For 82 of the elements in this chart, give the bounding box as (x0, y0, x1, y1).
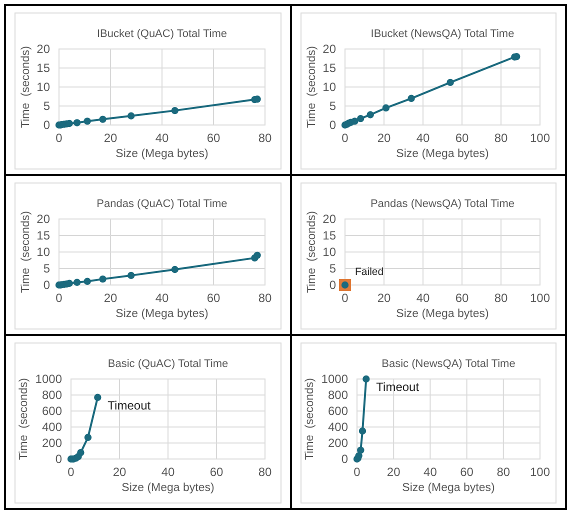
y-tick-label: 200 (42, 436, 62, 450)
x-tick-label: 20 (104, 131, 118, 145)
y-tick-label: 0 (329, 278, 336, 292)
y-tick-label: 1000 (35, 372, 62, 386)
x-axis-title: Size (Mega bytes) (122, 482, 214, 494)
x-tick-label: 20 (377, 131, 391, 145)
x-tick-label: 80 (494, 291, 508, 305)
x-tick-label: 40 (155, 131, 169, 145)
x-tick-label: 100 (530, 291, 550, 305)
y-tick-label: 5 (329, 262, 336, 276)
x-tick-label: 80 (494, 131, 508, 145)
y-axis-title: Time (seconds) (20, 46, 32, 128)
y-tick-label: 400 (42, 420, 62, 434)
y-axis-title: Time (seconds) (20, 210, 32, 294)
x-tick-label: 80 (258, 465, 272, 479)
y-axis-title: Time (seconds) (18, 378, 30, 460)
x-axis-title: Size (Mega bytes) (396, 308, 489, 320)
y-tick-label: 10 (36, 245, 50, 260)
x-axis-title: Size (Mega bytes) (396, 148, 489, 160)
x-tick-label: 80 (496, 465, 510, 479)
y-axis-title: Time (seconds) (306, 210, 318, 294)
x-tick-label: 100 (530, 131, 550, 145)
y-tick-label: 20 (322, 42, 336, 56)
x-tick-label: 60 (460, 465, 474, 479)
x-tick-label: 60 (206, 131, 220, 145)
y-tick-label: 5 (43, 99, 50, 114)
x-tick-label: 40 (416, 291, 430, 305)
y-tick-label: 0 (43, 118, 50, 132)
annotation: Timeout (108, 398, 152, 412)
y-tick-label: 15 (322, 61, 336, 76)
y-tick-label: 0 (329, 118, 336, 132)
y-tick-label: 0 (55, 452, 62, 466)
x-tick-label: 100 (530, 465, 550, 479)
y-tick-label: 20 (322, 212, 336, 226)
x-tick-label: 20 (377, 291, 391, 305)
y-tick-label: 20 (36, 42, 50, 56)
y-tick-label: 15 (36, 228, 50, 243)
x-tick-label: 20 (386, 465, 401, 479)
y-tick-label: 10 (36, 80, 50, 94)
x-tick-label: 20 (104, 291, 118, 305)
x-tick-label: 60 (455, 291, 469, 305)
chart-title: IBucket (NewsQA) Total Time (370, 28, 514, 40)
chart-title: IBucket (QuAC) Total Time (96, 28, 228, 40)
x-tick-label: 20 (112, 465, 126, 479)
y-tick-label: 1000 (321, 372, 348, 386)
y-tick-label: 0 (43, 278, 50, 292)
y-tick-label: 15 (36, 61, 50, 76)
y-tick-label: 800 (42, 388, 62, 402)
y-tick-label: 800 (328, 388, 348, 402)
x-axis-title: Size (Mega bytes) (402, 482, 495, 494)
x-tick-label: 60 (210, 465, 224, 479)
y-axis-title: Time (seconds) (306, 46, 318, 128)
chart-title: Pandas (QuAC) Total Time (96, 198, 228, 210)
x-tick-label: 80 (258, 131, 272, 145)
x-tick-label: 0 (68, 465, 75, 479)
y-tick-label: 10 (322, 245, 336, 260)
y-tick-label: 400 (328, 420, 348, 434)
y-tick-label: 600 (42, 404, 62, 418)
x-tick-label: 80 (258, 291, 272, 305)
chart-title: Basic (NewsQA) Total Time (382, 358, 516, 370)
y-tick-label: 0 (341, 452, 348, 466)
y-tick-label: 600 (328, 404, 348, 418)
y-tick-label: 200 (328, 436, 348, 450)
y-tick-label: 10 (322, 80, 336, 94)
y-tick-label: 5 (43, 262, 50, 276)
x-tick-label: 40 (161, 465, 175, 479)
y-tick-label: 15 (322, 228, 336, 243)
x-tick-label: 40 (424, 465, 438, 479)
y-axis-title: Time (seconds) (304, 378, 316, 460)
annotation: Timeout (376, 380, 420, 394)
y-tick-label: 20 (36, 212, 50, 226)
x-axis-title: Size (Mega bytes) (116, 308, 208, 320)
x-tick-label: 60 (206, 291, 220, 305)
x-tick-label: 40 (416, 131, 430, 145)
y-tick-label: 5 (329, 99, 336, 114)
x-tick-label: 0 (354, 465, 361, 479)
chart-title: Pandas (NewsQA) Total Time (370, 198, 515, 210)
chart-title: Basic (QuAC) Total Time (108, 358, 228, 370)
x-tick-label: 60 (455, 131, 469, 145)
x-tick-label: 40 (155, 291, 169, 305)
annotation: Failed (355, 266, 384, 278)
x-axis-title: Size (Mega bytes) (116, 148, 208, 160)
